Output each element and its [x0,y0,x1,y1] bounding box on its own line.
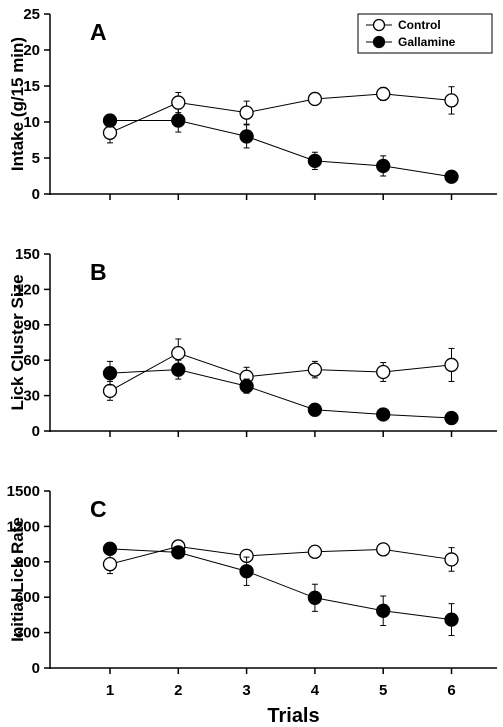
data-point [102,557,118,572]
x-tick-label: 1 [106,682,114,699]
data-point [307,153,323,169]
data-point [444,552,459,567]
y-tick-label: 1500 [7,483,40,500]
series-line [109,93,452,134]
data-point [171,113,186,128]
y-tick-label: 0 [32,186,40,203]
data-point [444,410,459,426]
legend-label: Gallamine [398,35,456,49]
data-point [307,544,323,559]
x-tick-label: 6 [447,682,455,699]
data-point [171,95,186,110]
data-point [102,541,118,556]
data-point [307,402,323,417]
y-tick-label: 90 [23,317,40,334]
y-tick-label: 150 [15,246,40,263]
panel-letter: C [90,496,107,522]
data-point [376,86,391,102]
legend-marker [372,35,386,49]
y-tick-label: 600 [15,589,40,606]
data-point [171,545,186,560]
data-point [102,113,118,128]
data-point [444,93,459,108]
x-tick-label: 4 [311,682,320,699]
series-line [109,369,452,419]
data-point [102,383,118,399]
y-tick-label: 1200 [7,518,40,535]
y-tick-label: 15 [23,78,40,95]
y-tick-label: 0 [32,423,40,440]
y-axis-label: Lick Cluster Size [8,274,27,410]
y-tick-label: 120 [15,281,40,298]
y-tick-label: 0 [32,660,40,677]
panel-c: 0 300 600 900 1200 1500 1 2 3 4 5 6 Trials Initial Li… [7,483,497,727]
y-tick-label: 25 [23,6,40,23]
data-point [239,564,254,579]
y-tick-label: 300 [15,625,40,642]
panel-b: 0 30 60 90 120 150 Lick Cluster Size B [8,246,497,440]
data-point [239,129,254,144]
data-point [444,612,459,627]
x-axis-label: Trials [267,705,319,727]
series-control [102,539,459,575]
data-point [376,542,391,557]
data-point [376,364,391,380]
legend: Control Gallamine [357,13,493,54]
series-control [102,86,459,144]
panel-letter: B [90,259,107,285]
y-axis-label: Initial Lick Rate [8,517,27,642]
series-line [109,545,452,565]
x-tick-label: 3 [242,682,250,699]
y-axis-label: Intake (g/15 min) [8,37,27,171]
y-tick-label: 5 [32,150,40,167]
series-line [110,120,452,178]
series-control [102,338,459,401]
data-point [171,345,186,361]
x-tick-label: 2 [174,682,182,699]
data-point [171,362,186,377]
y-tick-label: 30 [23,388,40,405]
legend-marker [372,18,386,32]
y-tick-label: 10 [23,114,40,131]
y-tick-label: 900 [15,554,40,571]
data-point [102,366,118,381]
series-line [109,352,452,392]
data-point [307,590,323,605]
data-point [239,379,254,394]
series-gallamine [102,541,459,637]
data-point [307,362,323,377]
data-point [444,169,459,184]
data-point [307,91,323,107]
series-gallamine [102,108,459,184]
data-point [102,125,118,140]
series-gallamine [102,359,459,426]
data-point [376,407,391,422]
y-tick-label: 60 [23,352,40,369]
data-point [376,158,391,174]
data-point [239,105,254,120]
legend-label: Control [398,18,441,32]
panel-letter: A [90,19,107,45]
panel-a: 0 5 10 15 20 25 Intake (g/15 min) A Control Galla… [8,6,497,203]
x-tick-label: 5 [379,682,387,699]
data-point [376,603,391,618]
data-point [444,357,459,373]
series-line [109,548,452,621]
y-tick-label: 20 [23,42,40,59]
